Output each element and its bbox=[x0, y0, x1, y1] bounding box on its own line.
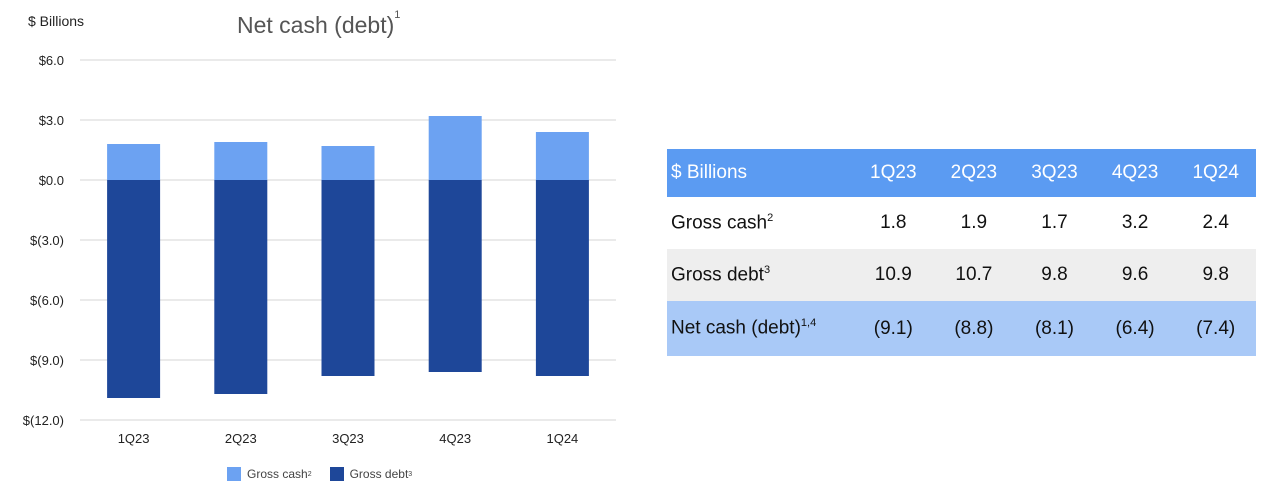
x-tick-label: 3Q23 bbox=[332, 431, 364, 446]
chart-title-text: Net cash (debt) bbox=[237, 12, 395, 38]
table-cell: 1.8 bbox=[880, 212, 907, 233]
bar-gross-cash bbox=[321, 146, 375, 180]
row-label: Gross debt3 bbox=[667, 249, 853, 301]
table-cell: 3.2 bbox=[1121, 212, 1149, 233]
table-cell: 10.7 bbox=[933, 249, 1015, 301]
x-tick-label: 1Q23 bbox=[118, 431, 150, 446]
row-label-text: Gross cash bbox=[671, 212, 768, 234]
table-cell: 1.7 bbox=[1041, 212, 1068, 233]
row-label-footnote: 2 bbox=[767, 211, 774, 224]
table-header-row: $ Billions 1Q23 2Q23 3Q23 4Q23 1Q24 bbox=[667, 149, 1256, 197]
table-cell: (7.4) bbox=[1175, 301, 1256, 356]
legend-label-gross-debt: Gross debt bbox=[349, 467, 409, 481]
bar-gross-debt bbox=[214, 180, 268, 394]
x-tick-label: 2Q23 bbox=[225, 431, 257, 446]
y-unit-label: $ Billions bbox=[28, 13, 85, 29]
table-header-label: $ Billions bbox=[667, 149, 853, 197]
y-tick-label: $(9.0) bbox=[30, 353, 64, 368]
table-header-col: 2Q23 bbox=[933, 149, 1015, 197]
table-row-gross-debt: Gross debt3 10.9 10.7 9.8 9.6 9.8 bbox=[667, 249, 1256, 301]
table-cell: 10.9 bbox=[853, 249, 934, 301]
bar-gross-debt bbox=[535, 180, 589, 376]
table-cell: (8.8) bbox=[933, 301, 1015, 356]
row-label-footnote: 3 bbox=[763, 263, 771, 276]
row-label: Net cash (debt)1,4 bbox=[667, 301, 853, 356]
legend-footnote-gross-cash: 2 bbox=[307, 470, 312, 478]
row-label: Gross cash2 bbox=[667, 197, 853, 249]
net-cash-table: $ Billions 1Q23 2Q23 3Q23 4Q23 1Q24 Gros… bbox=[667, 149, 1256, 356]
legend-label-gross-cash: Gross cash bbox=[247, 467, 308, 481]
x-tick-label: 4Q23 bbox=[439, 431, 471, 446]
bar-gross-debt bbox=[428, 180, 482, 372]
bar-gross-debt bbox=[107, 180, 161, 398]
row-label-text: Gross debt bbox=[671, 264, 764, 286]
row-label-text: Net cash (debt) bbox=[671, 317, 801, 339]
table-row-gross-cash: Gross cash2 1.8 1.9 1.7 3.2 2.4 bbox=[667, 197, 1256, 249]
y-tick-label: $3.0 bbox=[39, 113, 64, 128]
chart-title-footnote: 1 bbox=[394, 9, 401, 21]
y-tick-label: $0.0 bbox=[39, 173, 64, 188]
y-tick-label: $(6.0) bbox=[30, 293, 64, 308]
table-cell: 9.8 bbox=[1014, 249, 1095, 301]
table-header-col: 3Q23 bbox=[1014, 149, 1095, 197]
table-row-net-cash: Net cash (debt)1,4 (9.1) (8.8) (8.1) (6.… bbox=[667, 301, 1256, 356]
bar-gross-cash bbox=[428, 116, 482, 180]
table-cell: (9.1) bbox=[853, 301, 934, 356]
bar-chart: $6.0 $3.0 $0.0 $(3.0) $(6.0) $(9.0) $(12.0) 1Q2… bbox=[23, 53, 616, 446]
table-header-col: 4Q23 bbox=[1094, 149, 1176, 197]
table-header-col: 1Q24 bbox=[1175, 149, 1256, 197]
table-cell: 1.9 bbox=[960, 212, 988, 233]
row-label-footnote: 1,4 bbox=[800, 317, 817, 330]
table-cell: (6.4) bbox=[1094, 301, 1176, 356]
y-tick-label: $6.0 bbox=[39, 53, 64, 68]
legend-swatch-gross-cash bbox=[227, 467, 241, 481]
bar-gross-cash bbox=[535, 132, 589, 180]
table-cell: 9.6 bbox=[1094, 249, 1176, 301]
legend-item-gross-debt: Gross debt 3 bbox=[329, 467, 413, 481]
legend-footnote-gross-debt: 3 bbox=[408, 470, 413, 478]
bar-gross-debt bbox=[321, 180, 375, 376]
x-tick-label: 1Q24 bbox=[546, 431, 578, 446]
bar-gross-cash bbox=[214, 142, 268, 180]
table-cell: (8.1) bbox=[1014, 301, 1095, 356]
y-tick-label: $(12.0) bbox=[23, 413, 64, 428]
bar-gross-cash bbox=[107, 144, 161, 180]
table-cell: 9.8 bbox=[1175, 249, 1256, 301]
table-header-col: 1Q23 bbox=[853, 149, 934, 197]
chart-title: Net cash (debt)1 bbox=[237, 9, 401, 39]
chart-legend: Gross cash 2 Gross debt 3 bbox=[227, 467, 430, 481]
y-tick-label: $(3.0) bbox=[30, 233, 64, 248]
table-cell: 2.4 bbox=[1202, 212, 1229, 233]
legend-item-gross-cash: Gross cash 2 bbox=[227, 467, 312, 481]
legend-swatch-gross-debt bbox=[329, 467, 344, 481]
